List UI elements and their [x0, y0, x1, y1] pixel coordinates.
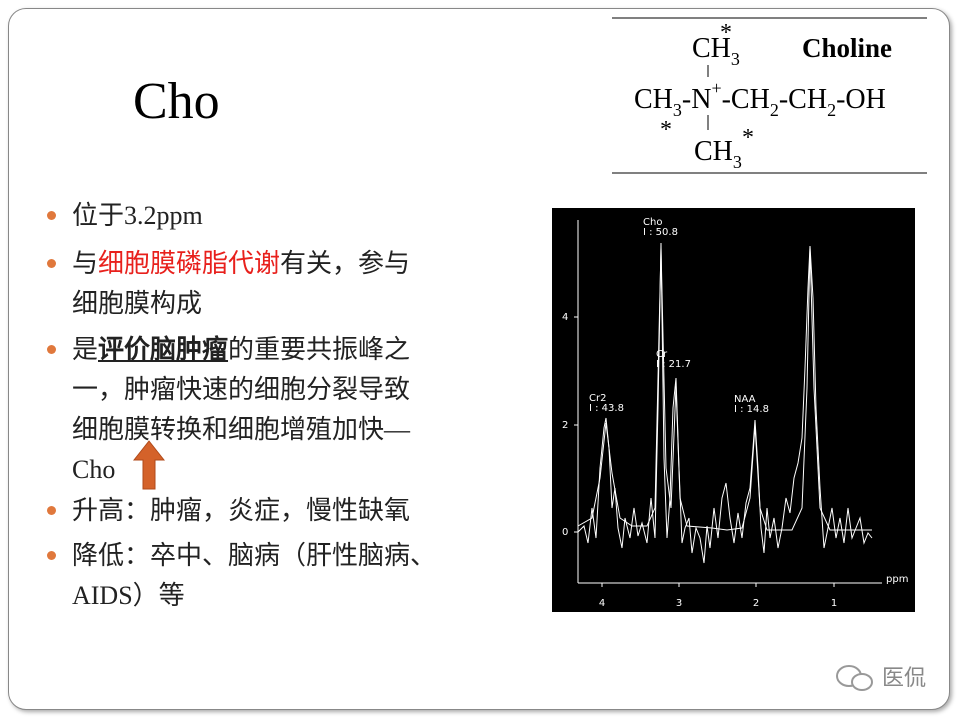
star: * [742, 125, 754, 151]
text-run: 一，肿瘤快速的细胞分裂导致 [72, 375, 411, 404]
star: * [720, 20, 732, 46]
y-tick-label: 0 [562, 527, 568, 538]
peak-name: Cr [656, 349, 668, 360]
text-run: 位于3.2ppm [72, 201, 203, 230]
bullet-line: 升高：肿瘤，炎症，慢性缺氧 [72, 491, 410, 531]
y-tick-label: 4 [562, 312, 568, 323]
bullet-dot [47, 211, 56, 220]
formula-bottom: CH3 [694, 136, 742, 172]
text-run: 细胞膜磷脂代谢 [98, 249, 281, 278]
peak-name: NAA [734, 394, 756, 405]
text-run: 降低：卒中、脑病（肝性脑病、 [72, 541, 437, 570]
bullet-line: 位于3.2ppm [72, 196, 203, 236]
bullet-line: Cho [72, 450, 410, 490]
wechat-icon [851, 673, 873, 691]
bullet: 与细胞膜磷脂代谢有关，参与细胞膜构成 [47, 244, 410, 324]
spectrum-bg [552, 208, 915, 612]
text-run: 细胞膜转换和细胞增殖加快— [72, 415, 411, 444]
peak-name: Cr2 [589, 393, 606, 404]
x-tick-label: 1 [831, 598, 837, 609]
structure: * CH3 CH3-N+-CH2-CH2-OH * * CH3 Choline [612, 17, 927, 174]
text-run: 有关，参与 [280, 249, 411, 278]
text-run: 是 [72, 335, 99, 364]
text-run: 评价脑肿瘤 [98, 335, 229, 364]
bullet-dot [47, 259, 56, 268]
text-run: 与 [72, 249, 99, 278]
formula-middle: CH3-N+-CH2-CH2-OH [634, 78, 886, 120]
text-run: 细胞膜构成 [72, 289, 203, 318]
x-axis-label: ppm [886, 574, 908, 585]
text-run: AIDS）等 [72, 581, 185, 610]
peak-integral: I : 21.7 [656, 359, 691, 370]
bullet-dot [47, 345, 56, 354]
bullet: 升高：肿瘤，炎症，慢性缺氧 [47, 491, 410, 531]
y-tick-label: 2 [562, 420, 568, 431]
text-run: Cho [72, 455, 116, 484]
bullet-dot [47, 506, 56, 515]
bullet: 降低：卒中、脑病（肝性脑病、 AIDS）等 [47, 536, 436, 616]
watermark-text: 医侃 [882, 666, 926, 691]
x-tick-label: 3 [676, 598, 682, 609]
bullet-line: 细胞膜转换和细胞增殖加快— [72, 410, 410, 450]
bullet-line: AIDS）等 [72, 576, 436, 616]
up-arrow [133, 440, 165, 490]
bullet-line: 是评价脑肿瘤的重要共振峰之 [72, 330, 410, 370]
formula-top: CH3 [692, 33, 740, 69]
text-run: 升高：肿瘤，炎症，慢性缺氧 [72, 496, 411, 525]
text-run: 的重要共振峰之 [228, 335, 411, 364]
arrow-shape [133, 440, 165, 490]
slide-title: Cho [133, 73, 220, 130]
x-tick-label: 2 [753, 598, 759, 609]
bullet-line: 与细胞膜磷脂代谢有关，参与 [72, 244, 410, 284]
bullet-line: 细胞膜构成 [72, 284, 410, 324]
x-tick-label: 4 [599, 598, 605, 609]
peak-integral: I : 50.8 [643, 227, 678, 238]
bullet: 是评价脑肿瘤的重要共振峰之一，肿瘤快速的细胞分裂导致 细胞膜转换和细胞增殖加快— C… [47, 330, 410, 490]
watermark: 医侃 [836, 665, 926, 691]
bullet-dot [47, 551, 56, 560]
peak-integral: I : 43.8 [589, 403, 624, 414]
peak-integral: I : 14.8 [734, 404, 769, 415]
molecule-name: Choline [802, 33, 892, 63]
star: * [660, 117, 672, 143]
bullet-line: 一，肿瘤快速的细胞分裂导致 [72, 370, 410, 410]
peak-name: Cho [643, 217, 662, 228]
bullet-line: 降低：卒中、脑病（肝性脑病、 [72, 536, 436, 576]
spectrum-curve [577, 242, 873, 564]
bullet: 位于3.2ppm [47, 196, 203, 236]
